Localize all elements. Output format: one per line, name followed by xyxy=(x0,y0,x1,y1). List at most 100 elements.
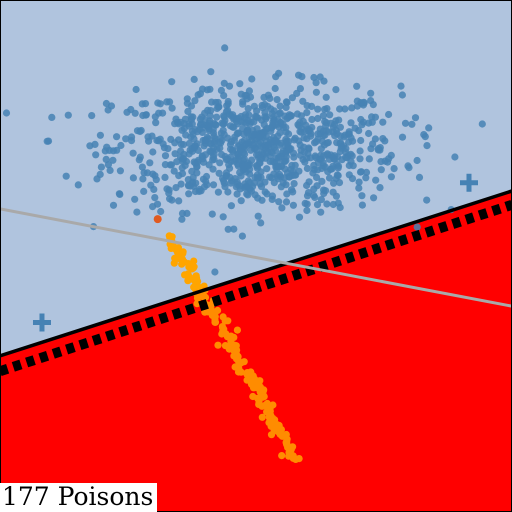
clean-point xyxy=(269,121,277,129)
clean-point xyxy=(109,156,117,164)
clean-point xyxy=(347,119,355,127)
clean-point xyxy=(254,212,262,220)
clean-point xyxy=(208,210,216,218)
clean-point xyxy=(236,182,244,190)
clean-point xyxy=(365,129,373,138)
clean-point xyxy=(214,188,222,196)
clean-point xyxy=(149,203,157,211)
clean-point xyxy=(323,151,332,159)
clean-point xyxy=(335,179,344,187)
clean-point xyxy=(335,116,343,124)
poison-point xyxy=(214,341,222,349)
clean-point xyxy=(196,185,204,193)
clean-point xyxy=(161,173,169,181)
clean-point xyxy=(231,175,239,183)
clean-point xyxy=(303,181,311,190)
clean-point xyxy=(314,114,322,123)
clean-point xyxy=(296,141,304,149)
clean-point xyxy=(196,115,204,123)
clean-point xyxy=(224,97,232,106)
clean-point xyxy=(211,268,219,276)
clean-point xyxy=(249,131,257,139)
clean-point xyxy=(264,148,272,157)
clean-point xyxy=(289,201,297,209)
clean-point xyxy=(236,153,244,161)
clean-point xyxy=(276,109,284,117)
clean-point xyxy=(355,184,363,192)
clean-point xyxy=(74,181,82,189)
clean-point xyxy=(190,158,198,166)
clean-point xyxy=(285,137,293,145)
clean-point xyxy=(88,112,96,120)
clean-point xyxy=(250,102,258,110)
clean-point xyxy=(341,105,349,113)
lower-region xyxy=(0,190,512,512)
clean-point xyxy=(113,133,121,141)
clean-point xyxy=(209,148,217,156)
clean-point xyxy=(151,194,159,202)
clean-point xyxy=(221,44,229,52)
clean-point xyxy=(215,169,223,177)
clean-point xyxy=(244,177,252,185)
poison-point xyxy=(211,318,219,326)
clean-point xyxy=(329,200,337,209)
clean-point xyxy=(276,102,284,110)
clean-point xyxy=(201,136,209,144)
clean-point xyxy=(275,69,283,77)
clean-point xyxy=(216,144,224,152)
clean-point xyxy=(423,142,431,150)
clean-point xyxy=(113,146,121,154)
clean-point xyxy=(272,163,280,171)
clean-point xyxy=(376,184,384,192)
clean-point xyxy=(178,164,186,172)
clean-point xyxy=(173,158,181,166)
poison-point xyxy=(258,413,266,421)
clean-point xyxy=(282,198,291,206)
clean-point xyxy=(273,96,281,104)
clean-point xyxy=(220,112,228,120)
clean-point xyxy=(258,149,266,157)
clean-point xyxy=(266,157,274,166)
poison-point xyxy=(233,326,241,334)
clean-point xyxy=(296,118,304,126)
poison-point xyxy=(295,455,303,463)
clean-point xyxy=(353,102,361,110)
clean-point xyxy=(317,208,325,216)
clean-point xyxy=(313,173,321,182)
clean-point xyxy=(229,147,237,155)
clean-point xyxy=(171,150,179,158)
clean-point xyxy=(253,162,261,170)
clean-point xyxy=(356,147,364,155)
clean-point xyxy=(257,142,265,150)
clean-point xyxy=(285,146,293,154)
clean-point xyxy=(233,190,241,198)
clean-point xyxy=(411,114,420,122)
clean-point xyxy=(319,158,327,167)
clean-point xyxy=(312,154,320,162)
clean-point xyxy=(336,105,344,113)
clean-point xyxy=(166,195,174,203)
clean-point xyxy=(175,172,183,180)
clean-point xyxy=(295,167,303,175)
clean-point xyxy=(239,100,247,108)
clean-point xyxy=(224,225,232,233)
plus-marker xyxy=(32,313,51,332)
clean-point xyxy=(194,91,202,99)
clean-point xyxy=(179,141,188,149)
clean-point xyxy=(220,79,228,87)
clean-point xyxy=(129,149,137,157)
clean-point xyxy=(152,176,160,184)
clean-point xyxy=(202,172,211,181)
clean-point xyxy=(165,189,173,197)
clean-point xyxy=(275,198,283,206)
clean-point xyxy=(336,203,344,212)
clean-point xyxy=(333,130,341,138)
clean-point xyxy=(357,168,365,176)
clean-point xyxy=(116,167,124,175)
clean-point xyxy=(408,120,416,128)
clean-point xyxy=(207,68,215,76)
clean-point xyxy=(139,175,147,183)
clean-point xyxy=(103,143,111,151)
clean-point xyxy=(183,209,191,217)
clean-point xyxy=(308,115,316,124)
